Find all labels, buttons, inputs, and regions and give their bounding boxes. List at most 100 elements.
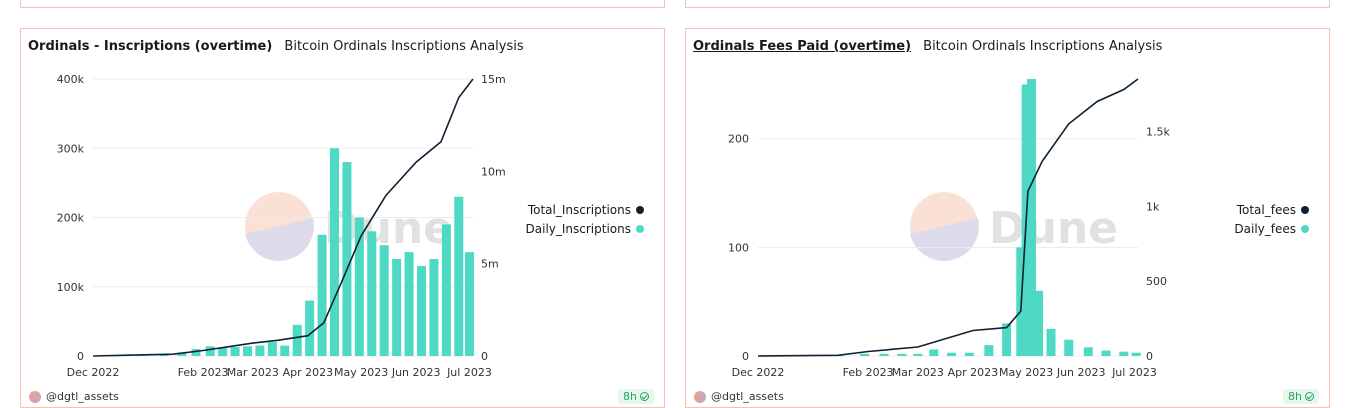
x-tick-label: May 2023: [999, 366, 1053, 379]
bar: [255, 345, 265, 356]
badge-label: 8h: [623, 390, 637, 403]
bar: [429, 259, 439, 356]
panel-subtitle: Bitcoin Ordinals Inscriptions Analysis: [284, 39, 524, 54]
previous-panel-edge-right: [685, 0, 1330, 8]
watermark-logo-icon: [910, 218, 979, 261]
bar: [305, 300, 315, 356]
total-series-line: [757, 78, 1139, 357]
legend-label: Total_fees: [1236, 202, 1296, 217]
y-tick-label-right: 15m: [481, 73, 506, 86]
bar: [964, 352, 974, 356]
x-tick-label: Jun 2023: [391, 366, 441, 379]
watermark-logo-icon: [245, 218, 314, 261]
author-link[interactable]: @dgtl_assets: [29, 390, 119, 403]
author-name: @dgtl_assets: [711, 390, 784, 403]
y-tick-label-right: 5m: [481, 258, 499, 271]
bar: [441, 224, 451, 356]
bar: [1101, 350, 1111, 356]
bar: [1119, 351, 1129, 356]
y-tick-label-right: 0: [1146, 350, 1153, 363]
bar: [230, 346, 240, 356]
legend-dot-icon: [636, 224, 644, 233]
panel-title[interactable]: Ordinals Fees Paid (overtime): [693, 39, 912, 54]
legend-item-total[interactable]: Total_fees: [1234, 200, 1309, 219]
panel-header: Ordinals - Inscriptions (overtime) Bitco…: [28, 39, 524, 54]
bar: [159, 354, 169, 356]
y-tick-label-left: 400k: [57, 73, 85, 86]
y-tick-label-right: 0: [481, 350, 488, 363]
legend-dot-icon: [1301, 224, 1309, 233]
y-tick-label-right: 500: [1146, 275, 1167, 288]
author-link[interactable]: @dgtl_assets: [694, 390, 784, 403]
legend-label: Daily_Inscriptions: [525, 221, 631, 236]
bar: [1034, 290, 1044, 356]
y-tick-label-left: 200k: [57, 212, 85, 225]
y-tick-label-left: 0: [77, 350, 84, 363]
legend-label: Daily_fees: [1234, 221, 1296, 236]
bar: [1131, 352, 1141, 356]
legend-item-total[interactable]: Total_Inscriptions: [526, 200, 644, 219]
bar: [1046, 328, 1056, 356]
panel-subtitle: Bitcoin Ordinals Inscriptions Analysis: [923, 39, 1163, 54]
watermark-logo-icon: [245, 192, 313, 260]
bar: [379, 245, 389, 356]
bar: [454, 196, 464, 356]
author-name: @dgtl_assets: [46, 390, 119, 403]
x-tick-label: Feb 2023: [178, 366, 229, 379]
avatar: [694, 390, 706, 403]
bar: [404, 252, 414, 356]
bar: [464, 252, 474, 356]
x-tick-label: Apr 2023: [948, 366, 999, 379]
bar: [1002, 323, 1012, 356]
x-tick-label: Mar 2023: [892, 366, 944, 379]
bar: [392, 259, 402, 356]
bar: [292, 324, 302, 356]
bar: [913, 353, 923, 356]
panel-header: Ordinals Fees Paid (overtime) Bitcoin Or…: [693, 39, 1162, 54]
bar: [329, 148, 339, 356]
x-tick-label: Feb 2023: [843, 366, 894, 379]
bar: [417, 265, 427, 356]
bar: [984, 345, 994, 356]
bar: [242, 346, 252, 356]
bar: [342, 162, 352, 356]
inscriptions-panel: Ordinals - Inscriptions (overtime) Bitco…: [20, 28, 665, 408]
watermark-logo-icon: [910, 192, 978, 260]
x-tick-label: Dec 2022: [732, 366, 785, 379]
fees-panel: Ordinals Fees Paid (overtime) Bitcoin Or…: [685, 28, 1330, 408]
y-tick-label-left: 0: [742, 350, 749, 363]
legend-label: Total_Inscriptions: [527, 202, 631, 217]
x-tick-label: Mar 2023: [227, 366, 279, 379]
y-tick-label-left: 100: [728, 241, 749, 254]
y-tick-label-left: 300k: [57, 142, 85, 155]
total-series-line: [92, 78, 474, 357]
legend-item-daily[interactable]: Daily_Inscriptions: [526, 219, 644, 238]
refresh-status-badge[interactable]: 8h: [618, 389, 654, 404]
x-tick-label: Jul 2023: [446, 366, 492, 379]
y-tick-label-left: 200: [728, 133, 749, 146]
legend-item-daily[interactable]: Daily_fees: [1234, 219, 1309, 238]
chart-legend: Total_Inscriptions Daily_Inscriptions: [526, 200, 644, 238]
bar: [267, 342, 277, 356]
bar: [1083, 347, 1093, 356]
x-tick-label: Jun 2023: [1056, 366, 1106, 379]
bar: [1026, 79, 1036, 356]
watermark-text: Dune: [989, 203, 1118, 254]
y-tick-label-right: 10m: [481, 165, 506, 178]
chart-legend: Total_fees Daily_fees: [1234, 200, 1309, 238]
bar: [860, 353, 870, 356]
fees-chart: Dune 0 100 200 0 500 1k 1.5k Dec 2022 Feb 2023Mar…: [728, 78, 1170, 379]
bar: [367, 231, 377, 356]
bar: [191, 349, 201, 356]
bar: [879, 353, 889, 356]
refresh-status-badge[interactable]: 8h: [1283, 389, 1319, 404]
bar: [1064, 339, 1074, 356]
bar: [205, 346, 215, 356]
y-tick-label-right: 1k: [1146, 200, 1160, 213]
badge-label: 8h: [1288, 390, 1302, 403]
panel-title[interactable]: Ordinals - Inscriptions (overtime): [28, 39, 273, 54]
bar: [218, 347, 228, 356]
bar: [177, 352, 187, 356]
previous-panel-edge-left: [20, 0, 665, 8]
